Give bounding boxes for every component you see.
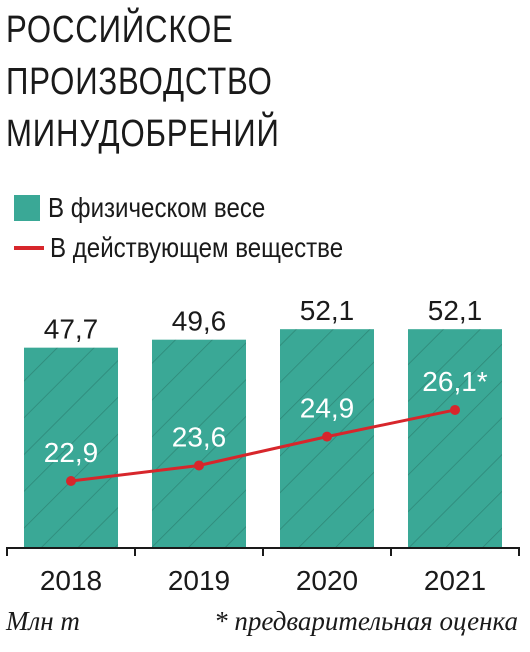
x-tick-label-2018: 2018	[40, 565, 102, 596]
line-value-label-2018: 22,9	[44, 437, 99, 468]
bar-2019	[152, 339, 246, 548]
legend-label-bars: В физическом весе	[48, 192, 266, 223]
chart-legend: В физическом весе В действующем веществе	[14, 188, 391, 268]
line-value-label-2021: 26,1*	[422, 366, 487, 397]
legend-swatch-line	[14, 246, 44, 250]
line-value-label-2020: 24,9	[300, 393, 355, 424]
bar-2018	[24, 347, 118, 548]
title-line-2: ПРОИЗВОДСТВО	[6, 61, 273, 103]
bar-line-chart: 47,7 49,6 52,1 52,1 2018 2019 2020 2021 22,9 23,6…	[6, 295, 520, 596]
footnote: * предварительная оценка	[214, 606, 518, 636]
x-tick-label-2021: 2021	[424, 565, 486, 596]
x-tick-label-2020: 2020	[296, 565, 358, 596]
chart-title: РОССИЙСКОЕ ПРОИЗВОДСТВО МИНУДОБРЕНИЙ	[6, 4, 280, 160]
title-line-3: МИНУДОБРЕНИЙ	[6, 113, 280, 155]
bar-value-label-2019: 49,6	[172, 306, 227, 337]
bar-2021	[408, 329, 502, 548]
legend-item-bars: В физическом весе	[14, 188, 391, 228]
legend-swatch-bars	[14, 195, 40, 221]
line-point-2018	[66, 476, 76, 486]
legend-item-line: В действующем веществе	[14, 228, 391, 268]
line-series-path	[70, 408, 456, 483]
x-tick-label-2019: 2019	[168, 565, 230, 596]
legend-label-line: В действующем веществе	[50, 232, 344, 263]
bar-value-label-2020: 52,1	[300, 295, 355, 326]
bar-value-label-2018: 47,7	[44, 314, 99, 345]
line-point-2020	[322, 431, 332, 442]
bar-value-label-2021: 52,1	[428, 295, 483, 326]
line-value-label-2019: 23,6	[172, 421, 227, 452]
line-point-2021	[450, 404, 460, 415]
unit-label: Млн т	[6, 606, 80, 636]
title-line-1: РОССИЙСКОЕ	[6, 9, 234, 51]
line-point-2019	[194, 460, 204, 471]
